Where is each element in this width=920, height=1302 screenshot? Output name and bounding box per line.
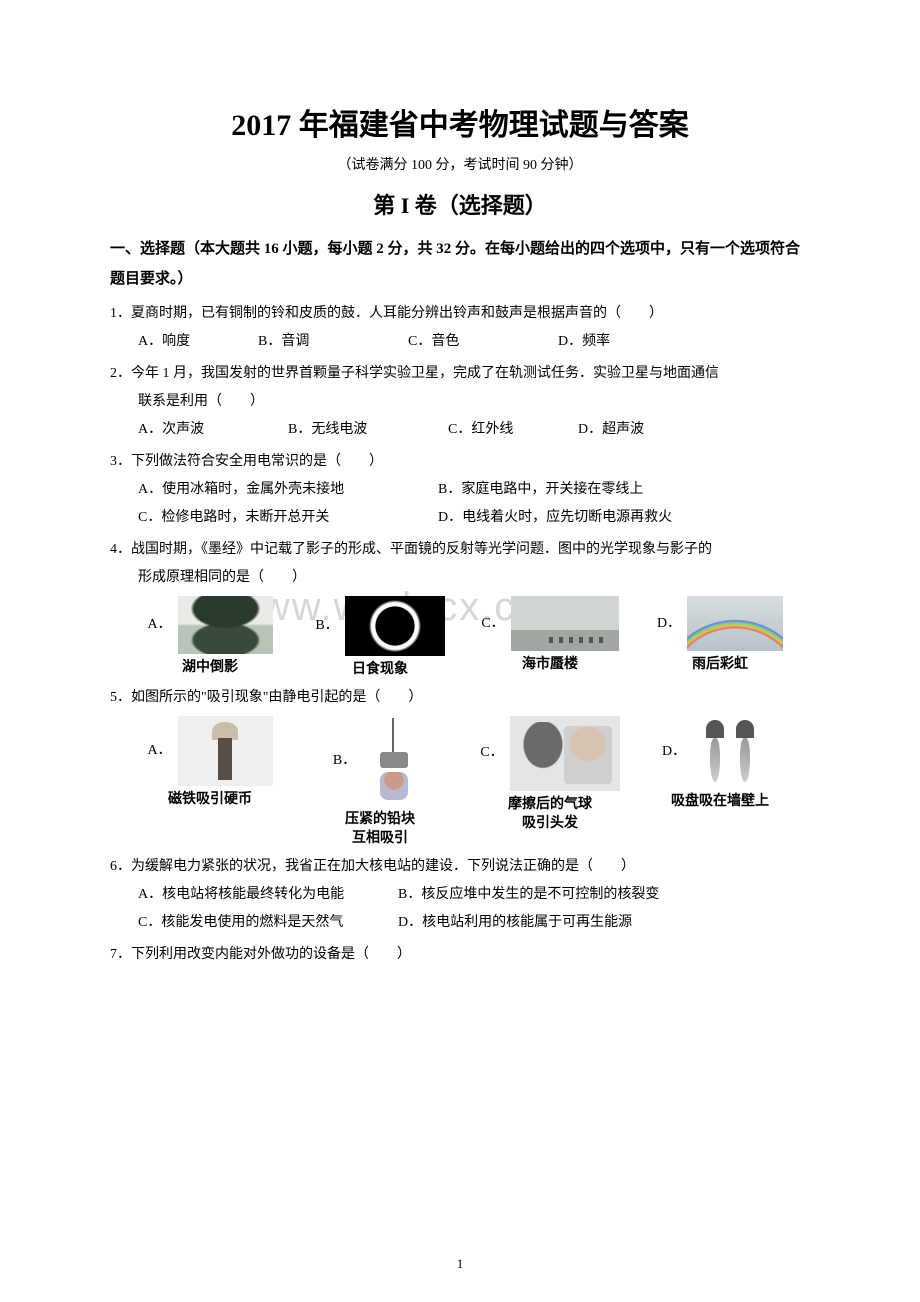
section-header: 第 I 卷（选择题） xyxy=(110,188,810,220)
page-number: 1 xyxy=(0,1256,920,1272)
q3-opt-d: D．电线着火时，应先切断电源再救火 xyxy=(438,504,738,532)
q5-fig-a-image xyxy=(178,716,273,786)
q2-opt-a: A．次声波 xyxy=(138,416,288,444)
q4-fig-b: B． 日食现象 xyxy=(300,596,460,680)
q5-fig-c-caption: 摩擦后的气球吸引头发 xyxy=(508,795,592,834)
q4-fig-a: A． 湖中倒影 xyxy=(130,596,290,680)
q4-fig-d: D． 雨后彩虹 xyxy=(640,596,800,680)
q4-fig-c-image xyxy=(511,596,619,651)
q3-opt-b: B．家庭电路中，开关接在零线上 xyxy=(438,476,738,504)
q4-figures: A． 湖中倒影 B． 日食现象 C． xyxy=(110,596,810,680)
q7-text: 7．下列利用改变内能对外做功的设备是（ ） xyxy=(110,941,810,969)
q1-opt-a: A．响度 xyxy=(138,328,258,356)
q5-fig-b-letter: B． xyxy=(333,747,356,775)
question-6: 6．为缓解电力紧张的状况，我省正在加大核电站的建设．下列说法正确的是（ ） A．… xyxy=(110,853,810,937)
q4-fig-d-letter: D． xyxy=(657,610,681,638)
q2-opt-d: D．超声波 xyxy=(578,416,644,444)
q5-fig-b: B． 压紧的铅块互相吸引 xyxy=(300,716,460,849)
q3-opt-a: A．使用冰箱时，金属外壳未接地 xyxy=(138,476,438,504)
q4-fig-d-image xyxy=(687,596,783,651)
question-7: 7．下列利用改变内能对外做功的设备是（ ） xyxy=(110,941,810,969)
q4-text-line2: 形成原理相同的是（ ） xyxy=(110,564,810,592)
section-instruction: 一、选择题（本大题共 16 小题，每小题 2 分，共 32 分。在每小题给出的四… xyxy=(110,234,810,294)
q4-fig-b-image xyxy=(345,596,445,656)
doc-title: 2017 年福建省中考物理试题与答案 xyxy=(110,100,810,144)
q2-opt-b: B．无线电波 xyxy=(288,416,448,444)
q1-opt-b: B．音调 xyxy=(258,328,408,356)
q5-fig-a-caption: 磁铁吸引硬币 xyxy=(168,790,252,810)
q5-fig-a-letter: A． xyxy=(147,737,171,765)
q5-fig-c: C． 摩擦后的气球吸引头发 xyxy=(470,716,630,849)
q4-fig-c: C． 海市蜃楼 xyxy=(470,596,630,680)
q5-fig-c-letter: C． xyxy=(480,739,503,767)
q5-fig-d: D． 吸盘吸在墙壁上 xyxy=(640,716,800,849)
question-4: 4．战国时期，《墨经》中记载了影子的形成、平面镜的反射等光学问题．图中的光学现象… xyxy=(110,536,810,680)
q5-fig-b-image xyxy=(362,716,427,806)
q4-fig-c-caption: 海市蜃楼 xyxy=(522,655,578,675)
q5-fig-d-image xyxy=(692,716,778,788)
q1-opt-d: D．频率 xyxy=(558,328,708,356)
q6-opt-b: B．核反应堆中发生的是不可控制的核裂变 xyxy=(398,881,659,909)
q4-text-line1: 4．战国时期，《墨经》中记载了影子的形成、平面镜的反射等光学问题．图中的光学现象… xyxy=(110,536,810,564)
q6-opt-c: C．核能发电使用的燃料是天然气 xyxy=(138,909,398,937)
q2-opt-c: C．红外线 xyxy=(448,416,578,444)
q4-fig-c-letter: C． xyxy=(481,610,504,638)
q3-text: 3．下列做法符合安全用电常识的是（ ） xyxy=(110,448,810,476)
doc-subtitle: （试卷满分 100 分，考试时间 90 分钟） xyxy=(110,154,810,174)
question-5: 5．如图所示的"吸引现象"由静电引起的是（ ） A． 磁铁吸引硬币 B． 压紧的… xyxy=(110,684,810,849)
q4-fig-b-caption: 日食现象 xyxy=(352,660,408,680)
question-2: 2．今年 1 月，我国发射的世界首颗量子科学实验卫星，完成了在轨测试任务．实验卫… xyxy=(110,360,810,444)
q5-figures: A． 磁铁吸引硬币 B． 压紧的铅块互相吸引 C． xyxy=(110,716,810,849)
q5-fig-d-letter: D． xyxy=(662,738,686,766)
question-3: 3．下列做法符合安全用电常识的是（ ） A．使用冰箱时，金属外壳未接地 B．家庭… xyxy=(110,448,810,532)
q5-fig-a: A． 磁铁吸引硬币 xyxy=(130,716,290,849)
q1-opt-c: C．音色 xyxy=(408,328,558,356)
question-1: 1．夏商时期，已有铜制的铃和皮质的鼓．人耳能分辨出铃声和鼓声是根据声音的（ ） … xyxy=(110,300,810,356)
q2-text-line2: 联系是利用（ ） xyxy=(110,388,810,416)
q4-fig-d-caption: 雨后彩虹 xyxy=(692,655,748,675)
q5-fig-b-caption: 压紧的铅块互相吸引 xyxy=(345,810,415,849)
q4-fig-b-letter: B． xyxy=(315,612,338,640)
q5-fig-d-caption: 吸盘吸在墙壁上 xyxy=(671,792,769,812)
q5-text: 5．如图所示的"吸引现象"由静电引起的是（ ） xyxy=(110,684,810,712)
q2-text-line1: 2．今年 1 月，我国发射的世界首颗量子科学实验卫星，完成了在轨测试任务．实验卫… xyxy=(110,360,810,388)
q6-text: 6．为缓解电力紧张的状况，我省正在加大核电站的建设．下列说法正确的是（ ） xyxy=(110,853,810,881)
q4-fig-a-image xyxy=(178,596,273,654)
q6-opt-a: A．核电站将核能最终转化为电能 xyxy=(138,881,398,909)
q1-text: 1．夏商时期，已有铜制的铃和皮质的鼓．人耳能分辨出铃声和鼓声是根据声音的（ ） xyxy=(110,300,810,328)
q4-fig-a-letter: A． xyxy=(147,611,171,639)
q5-fig-c-image xyxy=(510,716,620,791)
q4-fig-a-caption: 湖中倒影 xyxy=(182,658,238,678)
q3-opt-c: C．检修电路时，未断开总开关 xyxy=(138,504,438,532)
q6-opt-d: D．核电站利用的核能属于可再生能源 xyxy=(398,909,632,937)
